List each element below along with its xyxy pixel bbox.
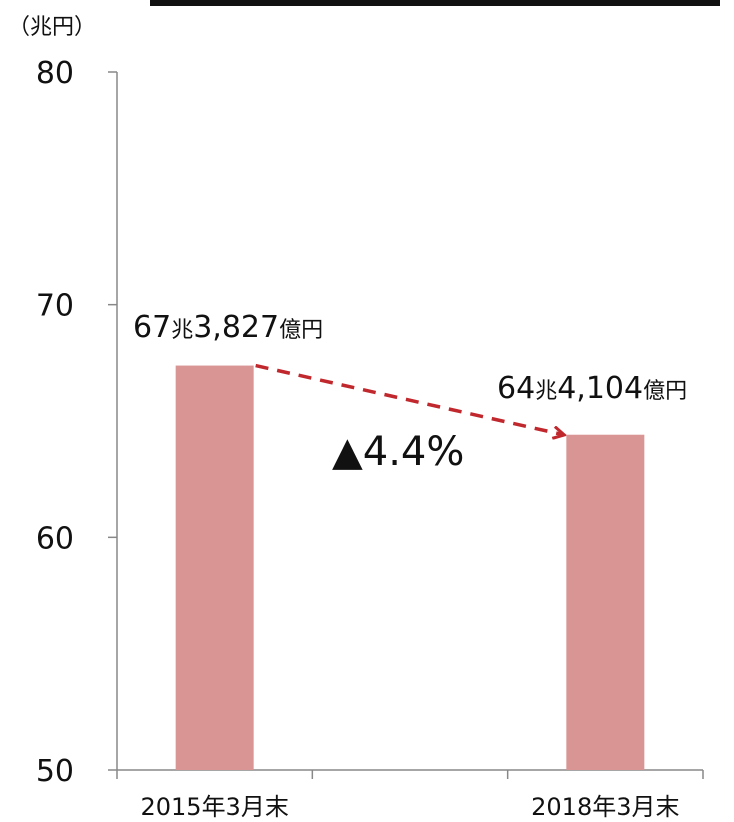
y-tick-label: 80 (36, 56, 74, 91)
x-tick-label: 2015年3月末 (140, 793, 288, 821)
data-label-number: 4,104 (557, 371, 643, 406)
y-tick-label: 50 (36, 754, 74, 789)
y-axis-unit-label: （兆円） (8, 15, 96, 40)
data-label-unit: 億円 (643, 379, 687, 404)
data-label-2015: 67兆3,827億円 (133, 310, 323, 345)
bar (175, 365, 254, 770)
data-label-number: 67 (133, 310, 171, 345)
bar (566, 434, 645, 770)
data-label-unit: 兆 (535, 379, 557, 404)
y-tick-label: 70 (36, 289, 74, 324)
data-label-2018: 64兆4,104億円 (497, 371, 687, 406)
bars-group (175, 365, 645, 770)
x-tick-label: 2018年3月末 (531, 793, 679, 821)
y-tick-label: 60 (36, 521, 74, 556)
trend-arrow (255, 363, 564, 435)
x-axis-ticks: 2015年3月末 2018年3月末 (116, 770, 704, 821)
data-label-unit: 億円 (279, 318, 323, 343)
data-label-number: 3,827 (193, 310, 279, 345)
y-axis-ticks: 50 60 70 80 (36, 56, 117, 789)
cropped-title-strip (150, 0, 720, 6)
change-annotation: ▲4.4% (332, 429, 464, 475)
data-label-unit: 兆 (171, 318, 193, 343)
data-label-number: 64 (497, 371, 535, 406)
